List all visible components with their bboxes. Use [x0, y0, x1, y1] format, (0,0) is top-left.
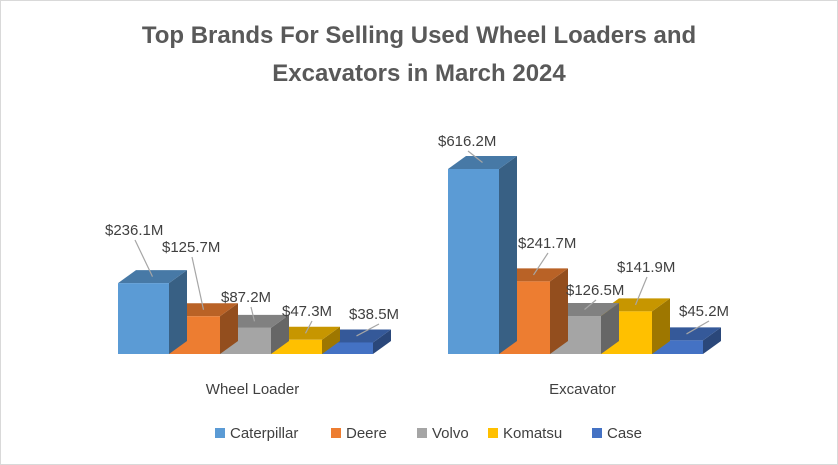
legend-label: Case — [607, 425, 642, 442]
legend-swatch — [488, 428, 498, 438]
data-label: $45.2M — [679, 303, 729, 320]
data-label: $141.9M — [617, 259, 675, 276]
data-label-leader — [191, 256, 205, 310]
data-label-leader — [356, 323, 380, 337]
legend-label: Deere — [346, 425, 387, 442]
legend-item-caterpillar: Caterpillar — [215, 425, 298, 442]
legend-label: Komatsu — [503, 425, 562, 442]
data-label: $87.2M — [221, 289, 271, 306]
data-label: $236.1M — [105, 222, 163, 239]
bar-side-face — [550, 268, 568, 354]
bar-side-face — [703, 327, 721, 354]
bar-side-face — [271, 314, 289, 354]
data-label-leader — [134, 239, 154, 277]
category-label: Wheel Loader — [206, 381, 299, 398]
chart-title-line-1: Top Brands For Selling Used Wheel Loader… — [142, 22, 696, 49]
category-label: Excavator — [549, 381, 616, 398]
data-label-leader — [686, 320, 710, 335]
data-label: $126.5M — [566, 282, 624, 299]
bar-side-face — [499, 156, 517, 354]
legend-label: Caterpillar — [230, 425, 298, 442]
legend-swatch — [417, 428, 427, 438]
bar-side-face — [322, 326, 340, 354]
data-label: $47.3M — [282, 303, 332, 320]
legend: Caterpillar Deere Volvo Komatsu Case — [215, 425, 642, 442]
bar-side-face — [652, 298, 670, 354]
data-label: $616.2M — [438, 133, 496, 150]
chart-title-line-2: Excavators in March 2024 — [272, 60, 566, 87]
bar-side-face — [373, 329, 391, 354]
bar-side-face — [169, 270, 187, 354]
bar-caterpillar-wheel-loader — [118, 270, 187, 354]
bar-caterpillar-excavator — [448, 156, 517, 354]
data-label: $125.7M — [162, 239, 220, 256]
legend-swatch — [592, 428, 602, 438]
data-label-leader — [634, 276, 648, 306]
data-label-leader — [250, 306, 256, 322]
legend-swatch — [331, 428, 341, 438]
bar-side-face — [220, 303, 238, 354]
bar-front-face — [118, 283, 169, 354]
data-label-leader — [304, 320, 313, 334]
legend-swatch — [215, 428, 225, 438]
data-label: $38.5M — [349, 306, 399, 323]
legend-item-deere: Deere — [331, 425, 387, 442]
data-label-leader — [532, 252, 549, 276]
legend-item-volvo: Volvo — [417, 425, 469, 442]
data-label-leader — [584, 299, 597, 310]
bar-side-face — [601, 303, 619, 354]
bar-front-face — [322, 342, 373, 354]
plot-area: Wheel Loader $236.1M$125.7M $87.2M $47.3M $3… — [105, 133, 729, 398]
legend-label: Volvo — [432, 425, 469, 442]
legend-item-komatsu: Komatsu — [488, 425, 562, 442]
data-label-leader — [467, 150, 483, 163]
bar-front-face — [448, 169, 499, 354]
data-label: $241.7M — [518, 235, 576, 252]
legend-item-case: Case — [592, 425, 642, 442]
